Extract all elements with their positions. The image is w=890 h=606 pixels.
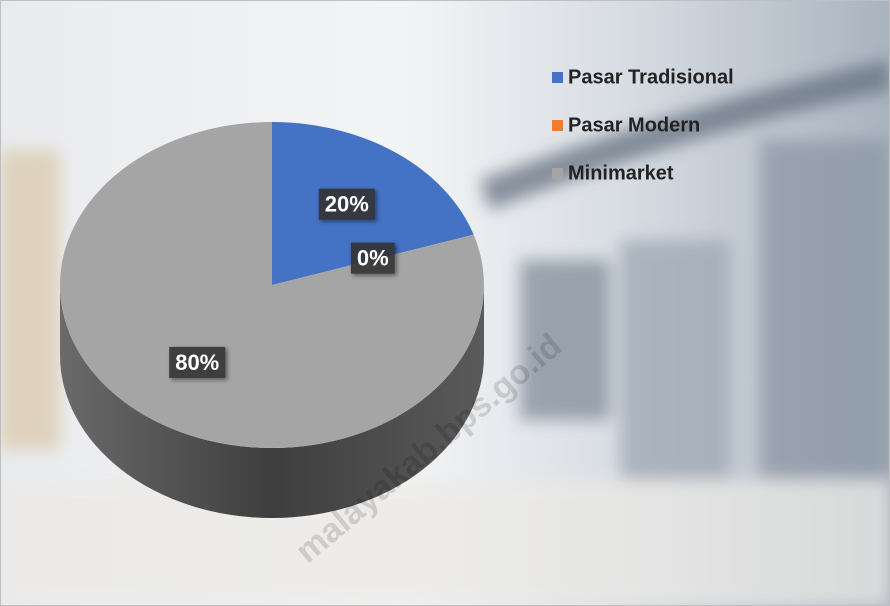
legend-marker xyxy=(552,168,563,179)
legend-marker xyxy=(552,120,563,131)
data-label-box xyxy=(318,188,375,220)
pie-side xyxy=(60,285,484,518)
data-label-box xyxy=(169,346,226,378)
legend-label: Minimarket xyxy=(568,162,674,184)
data-label-text: 80% xyxy=(175,350,219,375)
data-label: 80% xyxy=(169,346,226,378)
data-label-text: 0% xyxy=(357,246,389,271)
data-label-text: 20% xyxy=(325,192,369,217)
data-label-box xyxy=(350,242,395,274)
legend-marker xyxy=(552,72,563,83)
pie-slice xyxy=(60,122,485,449)
background-shelves xyxy=(0,60,890,606)
legend-label: Pasar Tradisional xyxy=(568,66,734,88)
data-label: 0% xyxy=(350,242,395,274)
data-label: 20% xyxy=(318,188,375,220)
legend-label: Pasar Modern xyxy=(568,114,700,136)
